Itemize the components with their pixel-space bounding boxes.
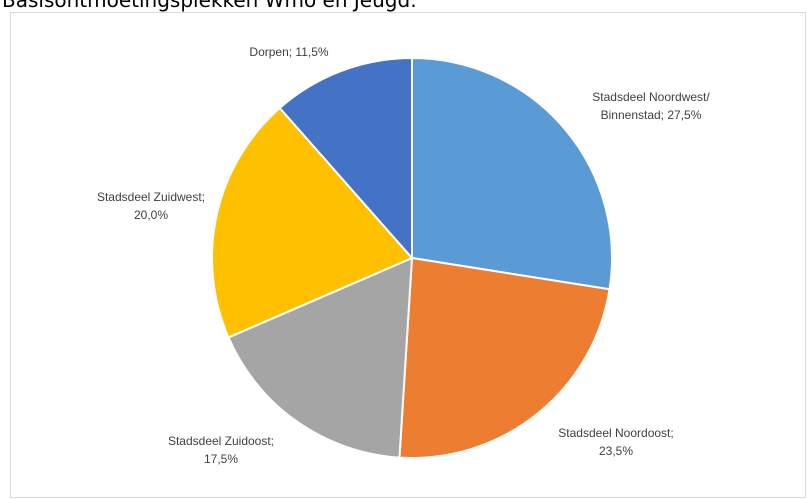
page-title: Basisontmoetingsplekken Wmo en Jeugd: [2, 0, 417, 12]
pie-chart: Stadsdeel Noordwest/Binnenstad; 27,5% Sta… [97, 45, 710, 466]
slice-label-4: Stadsdeel Zuidwest; 20,0% [97, 190, 205, 222]
pie-slice-2 [398, 256, 611, 459]
slice-label-5: Dorpen; 11,5% [249, 45, 328, 59]
pie-slice-3 [227, 256, 414, 459]
slice-label-3: Stadsdeel Zuidoost; 17,5% [168, 434, 274, 466]
slice-label-2: Stadsdeel Noordoost; 23,5% [558, 426, 673, 458]
pie-slice-5 [278, 56, 413, 261]
pie-slice-4 [211, 106, 414, 339]
slice-label-1: Stadsdeel Noordwest/Binnenstad; 27,5% [592, 90, 710, 122]
chart-area: Stadsdeel Noordwest/Binnenstad; 27,5% Sta… [10, 12, 806, 498]
pie-slice-1 [411, 56, 613, 291]
